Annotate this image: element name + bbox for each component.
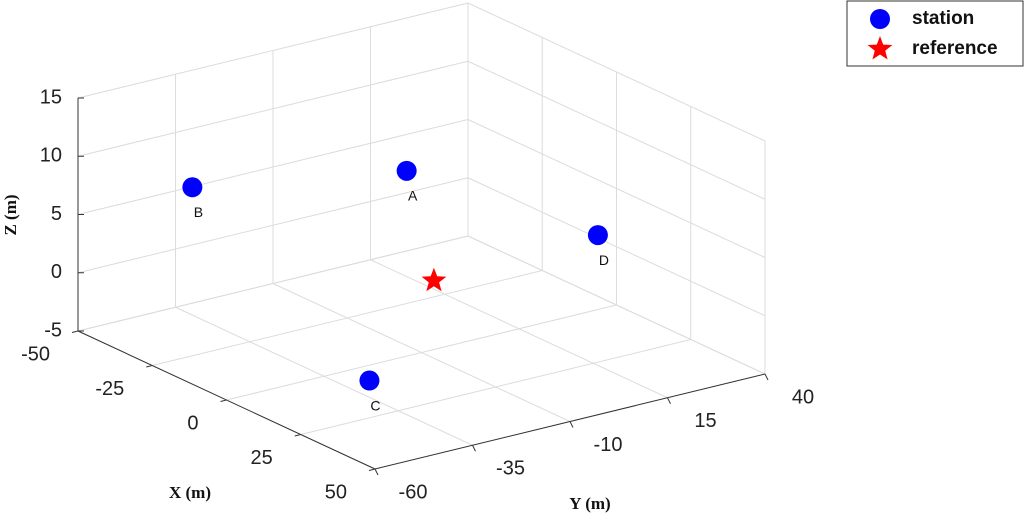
grid-line: [370, 259, 668, 399]
z-tick-label: 5: [51, 203, 62, 225]
legend-label: reference: [912, 38, 998, 59]
grid-line: [272, 283, 571, 422]
x-tick-label: 0: [187, 412, 198, 434]
data-point: [182, 177, 203, 198]
tick-mark: [71, 330, 79, 333]
y-tick-label: -60: [399, 481, 428, 503]
z-tick-label: 15: [40, 86, 62, 108]
tick-mark: [294, 434, 301, 437]
point-label: C: [370, 397, 380, 413]
tick-mark: [146, 365, 153, 368]
tick-mark: [667, 397, 671, 404]
tick-mark: [472, 445, 476, 452]
point-label: B: [194, 204, 203, 220]
x-tick-label: -25: [95, 378, 124, 400]
point-label: A: [408, 188, 418, 204]
x-axis-title: X (m): [169, 483, 211, 502]
grid-line: [467, 177, 766, 317]
y-axis-title: Y (m): [569, 494, 610, 513]
grid-line: [77, 60, 469, 157]
grid-line: [77, 177, 469, 274]
tick-mark: [569, 421, 574, 428]
legend-marker: [867, 36, 893, 60]
grid-line: [175, 306, 473, 446]
y-tick-label: -35: [496, 458, 525, 480]
point-label: D: [599, 252, 609, 268]
legend-label: station: [912, 8, 974, 29]
grid-line: [467, 2, 766, 142]
x-axis-line: [77, 330, 376, 470]
legend-marker: [870, 9, 890, 29]
z-tick-label: 10: [40, 145, 62, 167]
tick-mark: [374, 468, 379, 476]
tick-mark: [368, 468, 376, 471]
grid-line: [77, 2, 469, 99]
grid-line: [77, 119, 469, 215]
y-axis-line: [374, 373, 766, 470]
x-tick-label: 50: [325, 481, 347, 503]
grid-line: [467, 235, 766, 375]
z-tick-label: 0: [51, 261, 62, 283]
data-point: [359, 370, 380, 391]
z-axis-title: Z (m): [1, 194, 20, 235]
x-tick-label: 25: [251, 447, 273, 469]
z-tick-label: -5: [44, 319, 62, 341]
x-tick-label: -50: [21, 343, 50, 365]
grid-line: [467, 60, 766, 200]
data-point: [421, 267, 447, 292]
data-point: [587, 225, 608, 246]
data-point: [396, 160, 417, 181]
tick-mark: [220, 399, 227, 402]
y-tick-label: 15: [694, 410, 716, 432]
y-tick-label: 40: [792, 386, 814, 408]
tick-mark: [764, 373, 769, 381]
grid-line: [77, 235, 469, 332]
grid-line: [467, 119, 766, 258]
y-tick-label: -10: [594, 434, 623, 456]
